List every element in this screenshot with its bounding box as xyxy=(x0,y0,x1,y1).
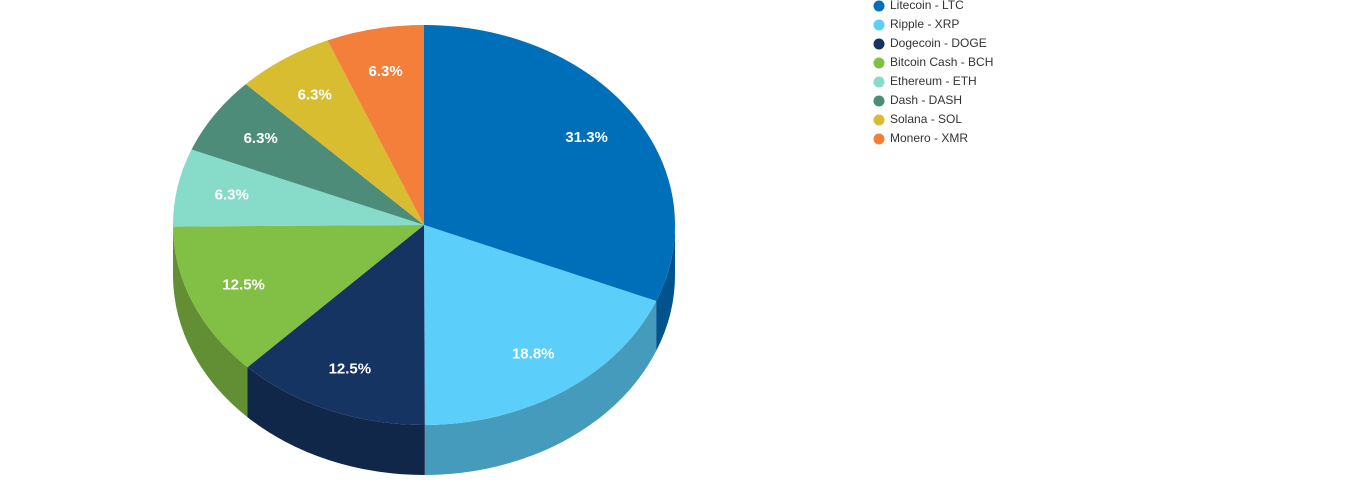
slice xyxy=(247,225,425,425)
legend-label: Ripple - XRP xyxy=(890,17,959,31)
slice xyxy=(327,25,424,225)
slice xyxy=(173,225,424,368)
data-label: 6.3% xyxy=(369,63,403,80)
slice xyxy=(173,149,424,227)
legend-marker xyxy=(873,0,885,12)
legend-label: Dash - DASH xyxy=(890,93,962,107)
legend-label: Bitcoin Cash - BCH xyxy=(890,55,993,69)
slice xyxy=(424,225,657,425)
legend-label: Solana - SOL xyxy=(890,112,962,126)
legend-marker xyxy=(873,133,885,145)
legend-label: Monero - XMR xyxy=(890,131,968,145)
slice-side xyxy=(424,301,657,475)
slice-side xyxy=(656,225,675,352)
data-label: 12.5% xyxy=(222,277,265,294)
data-label: 18.8% xyxy=(512,345,555,362)
data-label: 31.3% xyxy=(565,129,608,146)
data-label: 6.3% xyxy=(215,187,249,204)
legend-label: Litecoin - LTC xyxy=(890,0,964,12)
legend-marker xyxy=(873,38,885,50)
slice-side xyxy=(247,367,425,475)
data-label: 6.3% xyxy=(244,130,278,147)
legend-marker xyxy=(873,76,885,88)
legend-label: Ethereum - ETH xyxy=(890,74,977,88)
slice xyxy=(191,84,424,225)
legend-label: Dogecoin - DOGE xyxy=(890,36,987,50)
slice xyxy=(424,25,675,302)
legend-marker xyxy=(873,19,885,31)
slice xyxy=(245,40,424,225)
legend-marker xyxy=(873,114,885,126)
data-label: 6.3% xyxy=(298,87,332,104)
legend-marker xyxy=(873,57,885,69)
data-label: 12.5% xyxy=(329,360,372,377)
legend-marker xyxy=(873,95,885,107)
slice-side xyxy=(173,226,248,418)
